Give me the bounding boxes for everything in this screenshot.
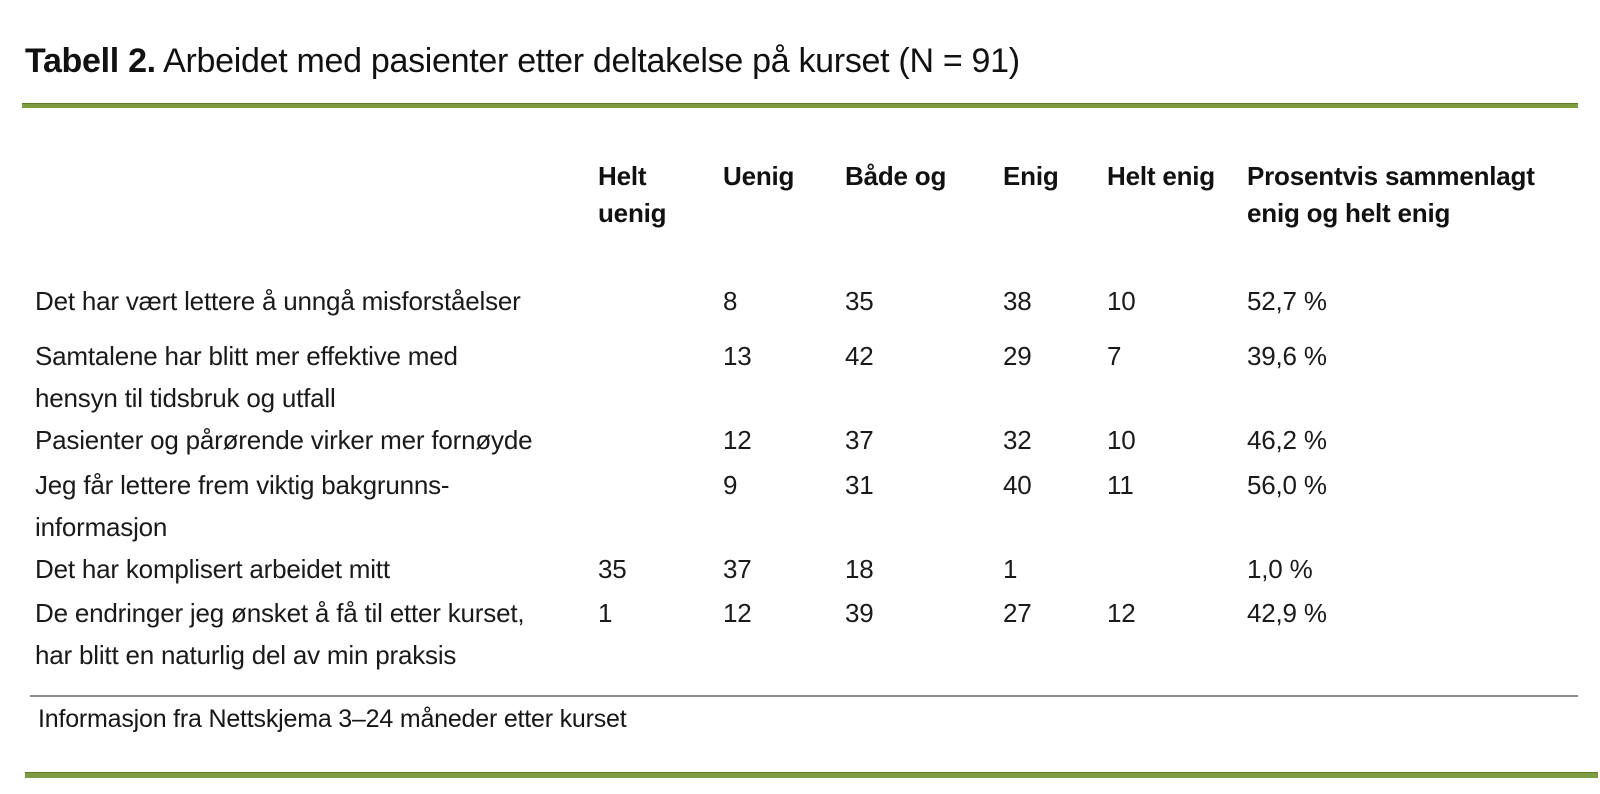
cell-helt-uenig	[598, 464, 723, 548]
cell-helt-uenig: 1	[598, 598, 613, 628]
cell-helt-enig: 10	[1107, 425, 1136, 455]
column-header-empty	[35, 158, 598, 280]
cell-baade-og: 31	[845, 470, 874, 500]
cell-helt-uenig	[598, 335, 723, 419]
cell-baade-og: 35	[845, 286, 874, 316]
cell-helt-enig: 12	[1107, 598, 1136, 628]
results-table: Helt uenig Uenig Både og Enig Helt enig P…	[35, 158, 1578, 676]
column-header-uenig: Uenig	[723, 161, 795, 191]
table-row: Pasienter og pårørende virker mer fornøy…	[35, 419, 1578, 464]
table-row: De endringer jeg ønsket å få til etter k…	[35, 592, 1578, 676]
cell-enig: 29	[1003, 341, 1032, 371]
divider-bottom	[25, 772, 1598, 778]
cell-prosentvis: 1,0 %	[1247, 554, 1313, 584]
cell-baade-og: 37	[845, 425, 874, 455]
cell-prosentvis: 46,2 %	[1247, 425, 1327, 455]
table-footnote: Informasjon fra Nettskjema 3–24 måneder …	[38, 705, 627, 733]
cell-helt-uenig	[598, 280, 723, 335]
cell-uenig: 8	[723, 286, 738, 316]
cell-prosentvis: 56,0 %	[1247, 470, 1327, 500]
cell-helt-enig: 11	[1107, 470, 1134, 500]
cell-uenig: 37	[723, 554, 752, 584]
cell-enig: 27	[1003, 598, 1032, 628]
table-row: Det har vært lettere å unngå misforståel…	[35, 280, 1578, 335]
table-header-row: Helt uenig Uenig Både og Enig Helt enig P…	[35, 158, 1578, 280]
cell-enig: 38	[1003, 286, 1032, 316]
table-row: Det har komplisert arbeidet mitt 35 37 1…	[35, 548, 1578, 592]
table-caption-text: Arbeidet med pasienter etter deltakelse …	[163, 42, 1020, 80]
cell-enig: 1	[1003, 554, 1018, 584]
row-label: Det har komplisert arbeidet mitt	[35, 554, 390, 584]
cell-helt-enig: 7	[1107, 341, 1122, 371]
cell-helt-enig	[1107, 548, 1247, 592]
cell-prosentvis: 52,7 %	[1247, 286, 1327, 316]
cell-enig: 40	[1003, 470, 1032, 500]
column-header-helt-enig: Helt enig	[1107, 161, 1215, 191]
cell-helt-enig: 10	[1107, 286, 1136, 316]
cell-uenig: 12	[723, 425, 752, 455]
cell-uenig: 12	[723, 598, 752, 628]
divider-above-footnote	[30, 695, 1578, 697]
table-row: Samtalene har blitt mer effektive med hen…	[35, 335, 1578, 419]
column-header-baade-og: Både og	[845, 161, 947, 191]
column-header-helt-uenig: Helt uenig	[598, 161, 667, 228]
cell-baade-og: 39	[845, 598, 874, 628]
column-header-enig: Enig	[1003, 161, 1059, 191]
cell-enig: 32	[1003, 425, 1032, 455]
table-caption: Tabell 2. Arbeidet med pasienter etter d…	[25, 40, 1020, 82]
cell-prosentvis: 39,6 %	[1247, 341, 1327, 371]
divider-under-title	[22, 103, 1578, 108]
cell-uenig: 9	[723, 470, 738, 500]
row-label: De endringer jeg ønsket å få til etter k…	[35, 598, 525, 670]
cell-baade-og: 42	[845, 341, 874, 371]
column-header-prosentvis: Prosentvis sammenlagt enig og helt enig	[1247, 161, 1535, 228]
row-label: Pasienter og pårørende virker mer fornøy…	[35, 425, 533, 455]
table-caption-number: Tabell 2.	[25, 42, 156, 80]
cell-helt-uenig: 35	[598, 554, 627, 584]
row-label: Jeg får lettere frem viktig bakgrunns-in…	[35, 470, 450, 542]
cell-prosentvis: 42,9 %	[1247, 598, 1327, 628]
row-label: Det har vært lettere å unngå misforståel…	[35, 286, 521, 316]
row-label: Samtalene har blitt mer effektive med hen…	[35, 341, 458, 413]
cell-baade-og: 18	[845, 554, 874, 584]
cell-helt-uenig	[598, 419, 723, 464]
table-row: Jeg får lettere frem viktig bakgrunns-in…	[35, 464, 1578, 548]
cell-uenig: 13	[723, 341, 752, 371]
